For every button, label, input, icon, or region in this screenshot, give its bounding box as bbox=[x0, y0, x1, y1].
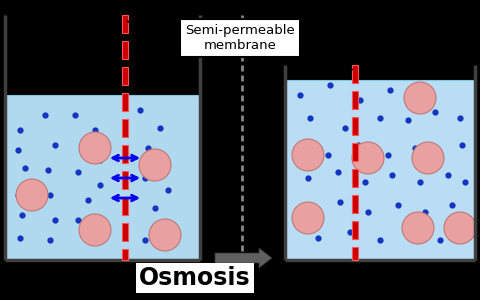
Circle shape bbox=[79, 214, 111, 246]
Bar bbox=[122, 249, 128, 260]
Bar bbox=[352, 221, 358, 239]
Bar bbox=[122, 67, 128, 85]
Circle shape bbox=[79, 132, 111, 164]
Bar bbox=[352, 91, 358, 109]
Bar bbox=[122, 119, 128, 137]
Bar bbox=[122, 93, 128, 111]
Circle shape bbox=[402, 212, 434, 244]
Bar bbox=[285, 80, 475, 260]
Bar bbox=[122, 171, 128, 189]
Text: Semi-permeable
membrane: Semi-permeable membrane bbox=[185, 24, 295, 52]
Bar bbox=[352, 195, 358, 213]
Bar bbox=[122, 15, 128, 33]
Circle shape bbox=[412, 142, 444, 174]
Bar bbox=[122, 145, 128, 163]
Bar bbox=[352, 143, 358, 161]
FancyArrow shape bbox=[215, 248, 272, 268]
Bar bbox=[352, 169, 358, 187]
Text: Osmosis: Osmosis bbox=[139, 266, 251, 290]
Circle shape bbox=[444, 212, 476, 244]
Circle shape bbox=[139, 149, 171, 181]
Circle shape bbox=[404, 82, 436, 114]
Bar bbox=[5, 95, 200, 260]
Bar bbox=[122, 197, 128, 215]
Bar bbox=[122, 41, 128, 59]
Circle shape bbox=[292, 202, 324, 234]
Bar bbox=[352, 247, 358, 260]
Circle shape bbox=[352, 142, 384, 174]
Bar bbox=[352, 117, 358, 135]
Circle shape bbox=[292, 139, 324, 171]
Circle shape bbox=[16, 179, 48, 211]
Bar bbox=[352, 65, 358, 83]
Bar bbox=[122, 223, 128, 241]
Circle shape bbox=[149, 219, 181, 251]
